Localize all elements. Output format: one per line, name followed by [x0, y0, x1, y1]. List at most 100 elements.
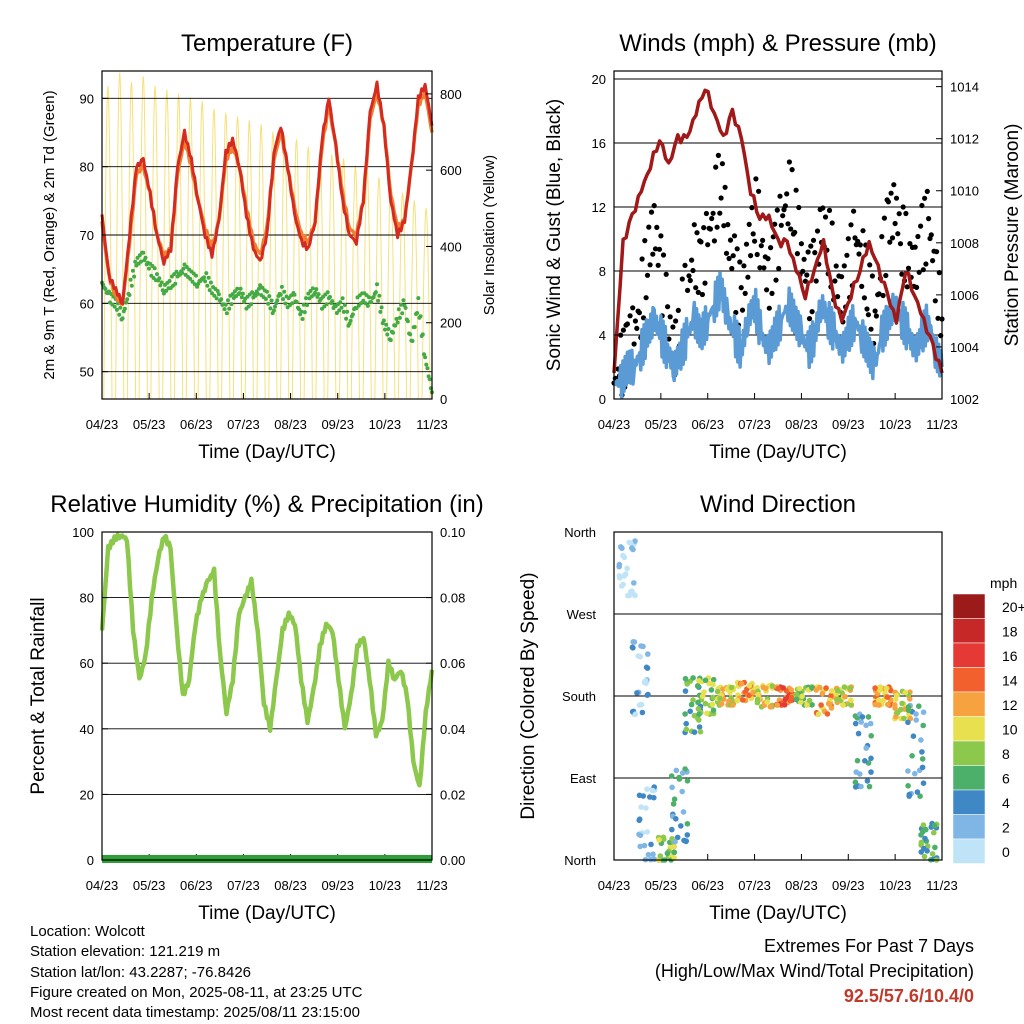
- gust-point: [912, 244, 918, 250]
- direction-point: [868, 769, 874, 775]
- dewpoint-point: [222, 307, 227, 312]
- dewpoint-point: [425, 366, 430, 371]
- dewpoint-point: [330, 299, 335, 304]
- direction-point: [720, 686, 726, 692]
- direction-point: [717, 695, 723, 702]
- dewpoint-point: [339, 305, 344, 310]
- direction-point: [775, 685, 781, 692]
- direction-point: [649, 787, 656, 794]
- direction-point: [892, 702, 898, 708]
- gust-point: [685, 287, 691, 293]
- dewpoint-point: [304, 296, 308, 301]
- dewpoint-point: [130, 268, 135, 273]
- gust-point: [750, 231, 756, 237]
- direction-point: [817, 684, 823, 691]
- direction-point: [920, 709, 927, 715]
- x-tick-label: 08/23: [785, 417, 818, 432]
- direction-point: [695, 706, 702, 712]
- gust-point: [839, 274, 845, 280]
- solar-arc: [256, 123, 266, 400]
- dewpoint-point: [210, 291, 214, 296]
- gust-point: [730, 253, 736, 259]
- direction-point: [901, 715, 907, 722]
- gust-point: [832, 278, 838, 284]
- dewpoint-point: [164, 288, 169, 293]
- gust-point: [723, 250, 730, 256]
- dewpoint-point: [269, 298, 274, 303]
- panel-3-frame: [101, 531, 433, 861]
- dewpoint-point: [394, 316, 399, 321]
- y-left-tick-label: 8: [599, 264, 606, 279]
- direction-point: [829, 688, 835, 694]
- direction-point: [680, 809, 687, 815]
- direction-point: [931, 829, 937, 836]
- gust-point: [643, 295, 649, 301]
- solar-arc: [268, 131, 278, 400]
- direction-point: [651, 794, 657, 801]
- gust-point: [905, 265, 912, 271]
- direction-point: [709, 701, 716, 708]
- dewpoint-point: [103, 287, 108, 291]
- direction-point: [819, 690, 826, 697]
- x-tick-label: 08/23: [274, 878, 307, 893]
- dewpoint-point: [305, 303, 310, 308]
- dewpoint-point: [133, 259, 138, 264]
- y-right-tick-label: 1002: [950, 392, 979, 407]
- figure-created: Figure created on Mon, 2025-08-11, at 23…: [30, 983, 363, 1001]
- direction-point: [924, 848, 930, 854]
- gust-point: [727, 237, 734, 243]
- direction-point: [847, 701, 854, 708]
- gust-point: [895, 231, 901, 237]
- direction-point: [818, 702, 824, 708]
- gust-point: [777, 193, 783, 199]
- gust-point: [656, 246, 663, 252]
- gust-point: [782, 203, 789, 209]
- gust-point: [800, 268, 806, 274]
- direction-point: [872, 685, 878, 691]
- direction-point: [718, 701, 725, 707]
- direction-point: [796, 685, 803, 692]
- gust-point: [930, 258, 936, 264]
- gust-point: [686, 273, 692, 279]
- dewpoint-point: [224, 311, 229, 316]
- direction-point: [656, 837, 662, 843]
- x-tick-label: 06/23: [180, 878, 213, 893]
- gust-point: [713, 164, 719, 170]
- dewpoint-point: [283, 301, 288, 306]
- dewpoint-point: [114, 307, 119, 312]
- dewpoint-point: [139, 259, 143, 264]
- dewpoint-point: [300, 317, 305, 321]
- gust-point: [922, 195, 928, 201]
- direction-point: [769, 683, 776, 689]
- gust-point: [907, 241, 913, 247]
- direction-point: [702, 700, 709, 707]
- y-right-tick-label: 1012: [950, 132, 979, 147]
- dewpoint-point: [337, 308, 342, 313]
- sonic-wind-line: [612, 270, 944, 400]
- direction-point: [825, 700, 832, 707]
- gust-point: [845, 236, 851, 242]
- dewpoint-point: [422, 352, 426, 357]
- gust-point: [710, 210, 716, 216]
- y-right-tick-label: 0.06: [440, 656, 465, 671]
- gust-point: [885, 199, 892, 205]
- dewpoint-point: [120, 316, 125, 321]
- gust-point: [714, 224, 720, 230]
- dewpoint-point: [281, 297, 285, 302]
- direction-point: [815, 711, 822, 717]
- gust-point: [642, 238, 648, 244]
- dewpoint-point: [384, 322, 389, 327]
- direction-point: [877, 687, 883, 693]
- direction-point: [676, 774, 682, 781]
- gust-point: [660, 252, 667, 258]
- gust-point: [903, 210, 909, 217]
- gust-point: [665, 304, 671, 310]
- colorbar-label: 2: [1002, 820, 1010, 836]
- direction-point: [683, 720, 689, 727]
- dewpoint-point: [226, 298, 230, 303]
- solar-arc: [185, 97, 195, 400]
- gust-point: [760, 237, 766, 243]
- gust-point: [667, 314, 673, 320]
- direction-point: [671, 855, 677, 861]
- y-right-tick-label: 0.10: [440, 525, 465, 540]
